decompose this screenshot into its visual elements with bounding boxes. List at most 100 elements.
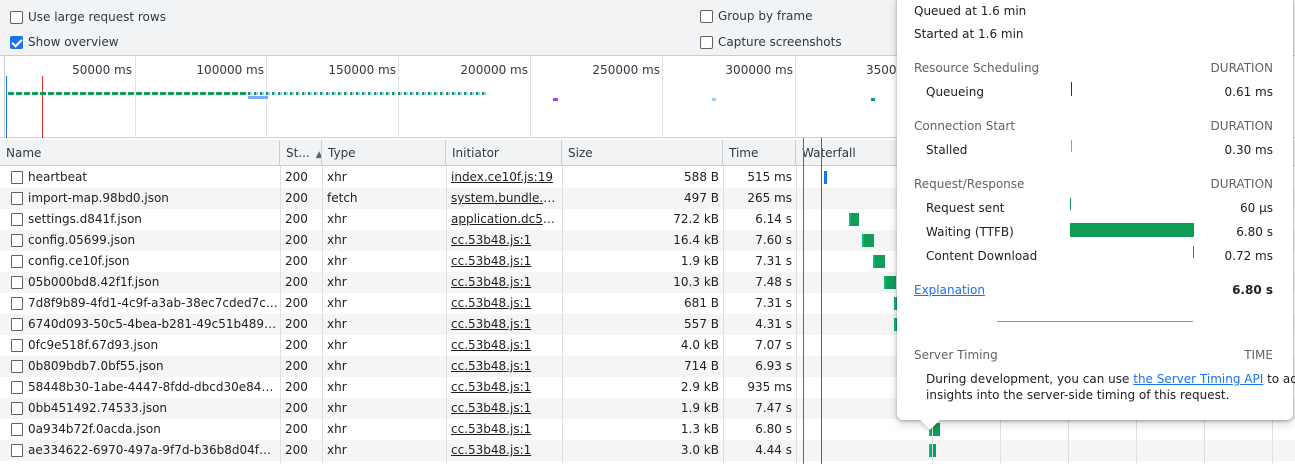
- overview-request-dot: [712, 98, 716, 101]
- row-checkbox[interactable]: [11, 423, 23, 436]
- row-checkbox[interactable]: [11, 402, 23, 415]
- queueing-value: 0.61 ms: [1224, 85, 1273, 99]
- request-status: 200: [285, 338, 308, 352]
- show-overview-checkbox[interactable]: [10, 35, 23, 49]
- request-status: 200: [285, 401, 308, 415]
- request-initiator-link[interactable]: cc.53b48.js:1: [451, 338, 532, 352]
- request-status: 200: [285, 296, 308, 310]
- request-initiator-link[interactable]: cc.53b48.js:1: [451, 296, 532, 310]
- request-initiator-link[interactable]: cc.53b48.js:1: [451, 401, 532, 415]
- request-size: 497 B: [684, 191, 719, 205]
- column-header-initiator[interactable]: Initiator: [446, 140, 562, 166]
- overview-tick-label: 50000 ms: [72, 63, 132, 77]
- content-download-bar: [1193, 246, 1194, 258]
- stalled-label: Stalled: [926, 143, 968, 157]
- table-row[interactable]: 58448b30-1abe-4447-8fdd-dbcd30e8417c.8f.…: [0, 377, 1295, 398]
- row-checkbox[interactable]: [11, 171, 23, 184]
- capture-screenshots-label: Capture screenshots: [718, 35, 842, 49]
- group-by-frame-checkbox[interactable]: [700, 9, 713, 23]
- table-row[interactable]: 0fc9e518f.67d93.json 200 xhr cc.53b48.js:1 4…: [0, 335, 1295, 356]
- request-time: 7.07 s: [755, 338, 792, 352]
- request-initiator-link[interactable]: cc.53b48.js:1: [451, 359, 532, 373]
- column-header-size[interactable]: Size: [562, 140, 723, 166]
- request-initiator-link[interactable]: cc.53b48.js:1: [451, 317, 532, 331]
- overview-tick-label: 250000 ms: [592, 63, 660, 77]
- table-row[interactable]: ae334622-6970-497a-9f7d-b36b8d04f4d6.d2.…: [0, 440, 1295, 461]
- row-checkbox[interactable]: [11, 255, 23, 268]
- request-time: 7.47 s: [755, 401, 792, 415]
- request-name: 7d8f9b89-4fd1-4c9f-a3ab-38ec7cded7ca@f9.…: [28, 296, 278, 310]
- request-time: 935 ms: [747, 380, 792, 394]
- request-initiator-link[interactable]: application.dc5d7....: [451, 212, 559, 226]
- waiting-ttfb-bar: [1070, 223, 1194, 237]
- row-checkbox[interactable]: [11, 360, 23, 373]
- request-type: xhr: [327, 254, 347, 268]
- overview-tick-label: 300000 ms: [725, 63, 793, 77]
- row-checkbox[interactable]: [11, 381, 23, 394]
- column-header-type[interactable]: Type: [322, 140, 446, 166]
- row-checkbox[interactable]: [11, 318, 23, 331]
- request-initiator-link[interactable]: index.ce10f.js:19: [451, 170, 553, 184]
- server-timing-api-link[interactable]: the Server Timing API: [1133, 372, 1264, 386]
- waterfall-bar[interactable]: [894, 318, 898, 331]
- row-checkbox[interactable]: [11, 339, 23, 352]
- waiting-ttfb-value: 6.80 s: [1236, 225, 1273, 239]
- request-size: 72.2 kB: [673, 212, 719, 226]
- column-header-status-label: St...: [286, 146, 310, 160]
- waterfall-bar[interactable]: [824, 171, 827, 184]
- server-timing-description: During development, you can use the Serv…: [926, 372, 1295, 386]
- row-checkbox[interactable]: [11, 192, 23, 205]
- use-large-rows-option[interactable]: Use large request rows: [10, 8, 166, 26]
- request-size: 2.9 kB: [680, 380, 719, 394]
- column-header-status[interactable]: St... ▲: [280, 140, 322, 166]
- use-large-rows-checkbox[interactable]: [10, 10, 23, 24]
- request-time: 265 ms: [747, 191, 792, 205]
- overview-gridline: [135, 56, 136, 138]
- waterfall-bar[interactable]: [862, 234, 874, 247]
- request-initiator-link[interactable]: cc.53b48.js:1: [451, 254, 532, 268]
- column-header-time[interactable]: Time: [723, 140, 796, 166]
- request-initiator-link[interactable]: cc.53b48.js:1: [451, 443, 532, 457]
- column-header-waterfall[interactable]: Waterfall: [802, 146, 856, 160]
- waiting-ttfb-label: Waiting (TTFB): [926, 225, 1014, 239]
- request-size: 4.0 kB: [680, 338, 719, 352]
- row-checkbox[interactable]: [11, 276, 23, 289]
- capture-screenshots-checkbox[interactable]: [700, 35, 713, 49]
- request-initiator-link[interactable]: cc.53b48.js:1: [451, 275, 532, 289]
- request-time: 6.93 s: [755, 359, 792, 373]
- show-overview-option[interactable]: Show overview: [10, 33, 119, 51]
- overview-tick-label: 150000 ms: [328, 63, 396, 77]
- sort-ascending-icon: ▲: [315, 150, 322, 160]
- request-response-title: Request/Response: [914, 177, 1025, 191]
- request-initiator-link[interactable]: system.bundle.6d...: [451, 191, 559, 205]
- waterfall-bar[interactable]: [873, 255, 885, 268]
- request-name: config.05699.json: [28, 233, 136, 247]
- request-name: 0a934b72f.0acda.json: [28, 422, 161, 436]
- row-checkbox[interactable]: [11, 297, 23, 310]
- request-initiator-link[interactable]: cc.53b48.js:1: [451, 233, 532, 247]
- waterfall-bar[interactable]: [884, 276, 896, 289]
- column-header-name[interactable]: Name: [0, 140, 280, 166]
- request-status: 200: [285, 443, 308, 457]
- row-checkbox[interactable]: [11, 444, 23, 457]
- table-row[interactable]: settings.d841f.json 200 xhr application.dc5…: [0, 209, 1295, 230]
- table-row[interactable]: config.ce10f.json 200 xhr cc.53b48.js:1 1.9 …: [0, 251, 1295, 272]
- overview-gridline: [530, 56, 531, 138]
- row-checkbox[interactable]: [11, 213, 23, 226]
- request-initiator-link[interactable]: cc.53b48.js:1: [451, 422, 532, 436]
- request-type: xhr: [327, 233, 347, 247]
- request-initiator-link[interactable]: cc.53b48.js:1: [451, 380, 532, 394]
- request-name: 0bb451492.74533.json: [28, 401, 168, 415]
- stalled-bar: [1071, 140, 1072, 152]
- group-by-frame-option[interactable]: Group by frame: [700, 7, 812, 25]
- overview-gridline: [795, 56, 796, 138]
- request-type: xhr: [327, 359, 347, 373]
- capture-screenshots-option[interactable]: Capture screenshots: [700, 33, 842, 51]
- request-name: 0fc9e518f.67d93.json: [28, 338, 159, 352]
- row-checkbox[interactable]: [11, 234, 23, 247]
- waterfall-bar[interactable]: [849, 213, 859, 226]
- table-row[interactable]: 0a934b72f.0acda.json 200 xhr cc.53b48.js:1 1…: [0, 419, 1295, 440]
- request-time: 6.80 s: [755, 422, 792, 436]
- explanation-link[interactable]: Explanation: [914, 283, 985, 297]
- table-row[interactable]: heartbeat 200 xhr index.ce10f.js:19 588 B 515…: [0, 167, 1295, 188]
